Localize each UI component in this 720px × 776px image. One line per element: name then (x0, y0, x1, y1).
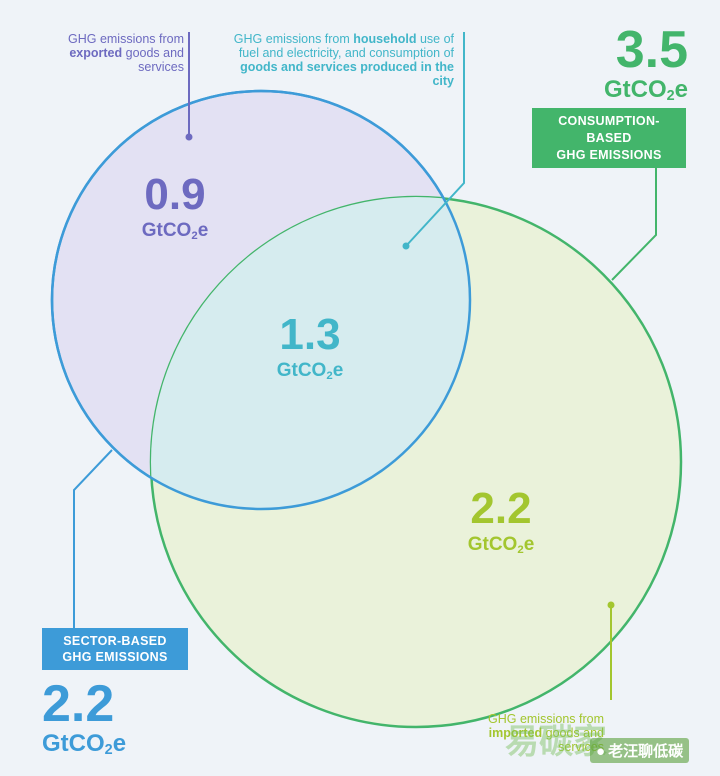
sector-badge: SECTOR-BASED GHG EMISSIONS (42, 628, 188, 670)
overlap-unit: GtCO2e (276, 360, 344, 382)
sector-leader-line (73, 449, 113, 630)
household-leader-dot (402, 242, 410, 250)
consumption-total-unit: GtCO2e (603, 76, 688, 104)
exported-unit: GtCO2e (141, 220, 209, 242)
household-leader-line (405, 32, 465, 247)
consumption-leader-line (611, 168, 657, 281)
watermark-right: ● 老汪聊低碳 (590, 738, 690, 763)
exported-label: GHG emissions from exported goods and se… (68, 32, 184, 74)
household-label: GHG emissions from household use of fuel… (233, 32, 454, 88)
consumption-total-value: 3.5 (615, 21, 688, 79)
chat-icon: ● (596, 743, 606, 760)
sector-circle-outline (50, 89, 472, 511)
consumption-badge: CONSUMPTION- BASED GHG EMISSIONS (532, 108, 686, 168)
exported-value: 0.9 (144, 170, 206, 219)
imported-value: 2.2 (470, 484, 532, 533)
sector-total-unit: GtCO2e (42, 730, 127, 758)
imported-unit: GtCO2e (467, 534, 535, 556)
exported-leader-dot (185, 133, 193, 141)
sector-total-value: 2.2 (42, 675, 115, 733)
imported-leader-dot (607, 601, 615, 609)
overlap-value: 1.3 (279, 310, 341, 359)
